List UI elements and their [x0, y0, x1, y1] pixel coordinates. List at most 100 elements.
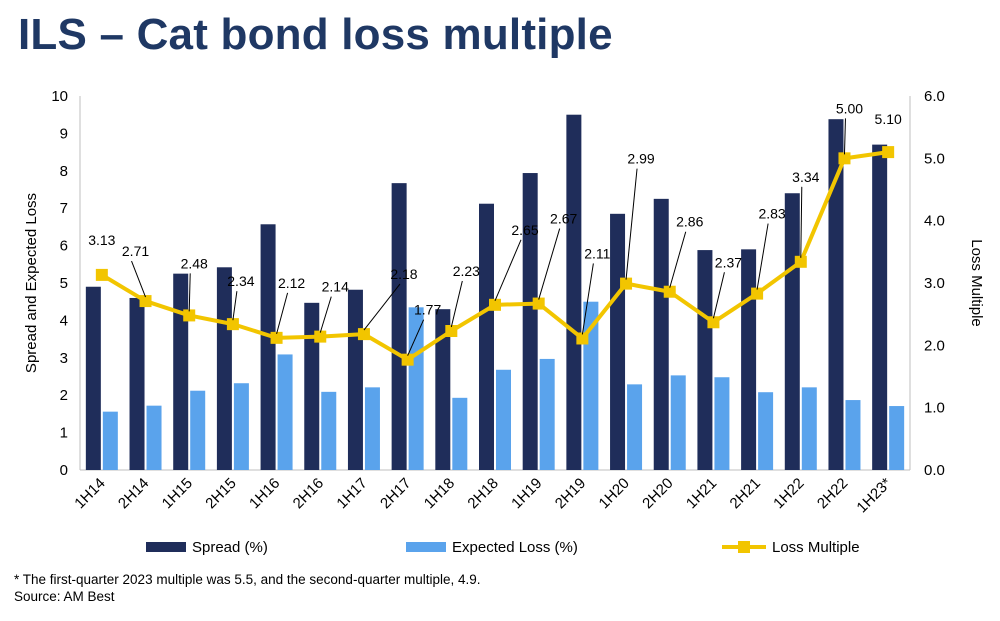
expected-loss-bar: [670, 375, 686, 470]
spread-bar: [347, 289, 363, 470]
chart-title: ILS – Cat bond loss multiple: [18, 10, 613, 59]
loss-multiple-data-label: 2.14: [322, 279, 349, 295]
loss-multiple-data-label: 2.23: [453, 263, 480, 279]
loss-multiple-marker: [357, 328, 370, 341]
loss-multiple-data-label: 5.10: [875, 111, 902, 127]
x-tick-label: 1H17: [333, 475, 370, 512]
legend-swatch-spread: [146, 542, 186, 552]
x-tick-label: 1H16: [246, 475, 283, 512]
expected-loss-bar: [364, 387, 380, 470]
loss-multiple-data-label: 1.77: [414, 302, 441, 318]
data-label-leader: [131, 260, 146, 298]
expected-loss-bar: [277, 354, 293, 470]
expected-loss-bar: [408, 307, 424, 470]
loss-multiple-chart: 0 1 2 3 4 5 6 7 8 9 10 0.0 1.0 2.0 3.0 4.0 5.0 6.0 Spread …: [23, 88, 985, 556]
loss-multiple-marker: [751, 287, 764, 300]
x-tick-label: 1H15: [159, 475, 196, 512]
expected-loss-bar: [102, 411, 118, 470]
y-left-tick-label: 3: [60, 350, 68, 367]
x-tick-label: 2H22: [814, 475, 851, 512]
loss-multiple-data-label: 5.00: [836, 100, 863, 116]
loss-multiple-data-label: 2.83: [758, 206, 785, 222]
loss-multiple-marker: [620, 277, 633, 290]
y-right-tick-label: 5.0: [924, 150, 945, 167]
legend-swatch-loss-multiple-marker: [738, 541, 750, 553]
x-tick-label: 2H20: [639, 475, 676, 512]
loss-multiple-marker: [183, 309, 196, 322]
spread-bar: [129, 297, 145, 470]
legend-swatch-expected-loss: [406, 542, 446, 552]
expected-loss-bar: [801, 387, 817, 470]
y-left-tick-label: 9: [60, 125, 68, 142]
spread-bar: [391, 183, 407, 470]
x-tick-label: 1H21: [683, 475, 720, 512]
loss-multiple-marker: [576, 332, 589, 345]
y-left-axis-title: Spread and Expected Loss: [23, 193, 40, 373]
spread-bar: [697, 250, 713, 470]
loss-multiple-data-label: 2.86: [676, 214, 703, 230]
data-label-leader: [450, 280, 463, 328]
y-left-tick-label: 6: [60, 238, 68, 255]
data-label-leader: [363, 283, 401, 331]
loss-multiple-marker: [314, 330, 327, 343]
spread-bar: [173, 273, 189, 470]
y-right-tick-label: 4.0: [924, 213, 945, 230]
loss-multiple-data-label: 2.65: [511, 222, 538, 238]
loss-multiple-marker: [707, 316, 720, 329]
y-right-axis-title: Loss Multiple: [968, 239, 985, 327]
y-right-tick-label: 3.0: [924, 275, 945, 292]
x-tick-label: 1H22: [770, 475, 807, 512]
loss-multiple-data-label: 2.99: [627, 151, 654, 167]
data-label-leader: [188, 273, 191, 312]
expected-loss-bar: [452, 397, 468, 470]
loss-multiple-marker: [882, 146, 895, 159]
y-left-tick-label: 8: [60, 163, 68, 180]
spread-bar: [610, 213, 626, 470]
spread-bar: [260, 224, 276, 470]
spread-bar: [522, 173, 538, 470]
data-label-leader: [581, 263, 594, 335]
data-label-leader: [276, 292, 289, 334]
loss-multiple-marker: [532, 297, 545, 310]
x-tick-label: 2H14: [115, 475, 152, 512]
y-left-tick-label: 5: [60, 275, 68, 292]
expected-loss-bar: [321, 391, 337, 470]
loss-multiple-marker: [794, 255, 807, 268]
data-label-leader: [843, 118, 846, 155]
x-tick-label: 1H18: [421, 475, 458, 512]
loss-multiple-marker: [95, 268, 108, 281]
legend-label-expected-loss: Expected Loss (%): [452, 539, 578, 556]
expected-loss-bar: [714, 377, 730, 470]
y-right-tick-label: 1.0: [924, 400, 945, 417]
expected-loss-bar: [539, 358, 555, 470]
data-label-leader: [669, 231, 687, 288]
loss-multiple-data-label: 3.13: [88, 232, 115, 248]
loss-multiple-data-label: 2.11: [584, 245, 610, 261]
expected-loss-bar: [496, 369, 511, 470]
y-left-tick-label: 0: [60, 462, 68, 479]
loss-multiple-marker: [226, 318, 239, 331]
x-tick-label: 2H15: [202, 475, 239, 512]
loss-multiple-data-label: 3.34: [792, 169, 819, 185]
y-left-tick-label: 7: [60, 200, 68, 217]
x-tick-label: 2H21: [727, 475, 764, 512]
spread-bar: [479, 203, 494, 470]
loss-multiple-data-label: 2.34: [227, 273, 254, 289]
y-right-tick-label: 0.0: [924, 462, 945, 479]
loss-multiple-data-label: 2.18: [390, 266, 417, 282]
spread-bar: [741, 249, 757, 470]
loss-multiple-data-label: 2.12: [278, 275, 305, 291]
spread-bar: [566, 114, 582, 470]
loss-multiple-data-label: 2.67: [550, 211, 577, 227]
spread-bar: [216, 267, 232, 470]
data-label-leader: [800, 186, 803, 258]
data-label-leader: [232, 291, 238, 321]
x-tick-label: 1H20: [596, 475, 633, 512]
loss-multiple-marker: [401, 353, 414, 366]
data-label-leader: [712, 272, 725, 319]
spread-bar: [784, 193, 800, 471]
spread-bar: [872, 144, 888, 470]
y-left-tick-label: 10: [51, 88, 68, 105]
spread-bar: [828, 119, 844, 471]
data-label-leader: [756, 223, 769, 290]
